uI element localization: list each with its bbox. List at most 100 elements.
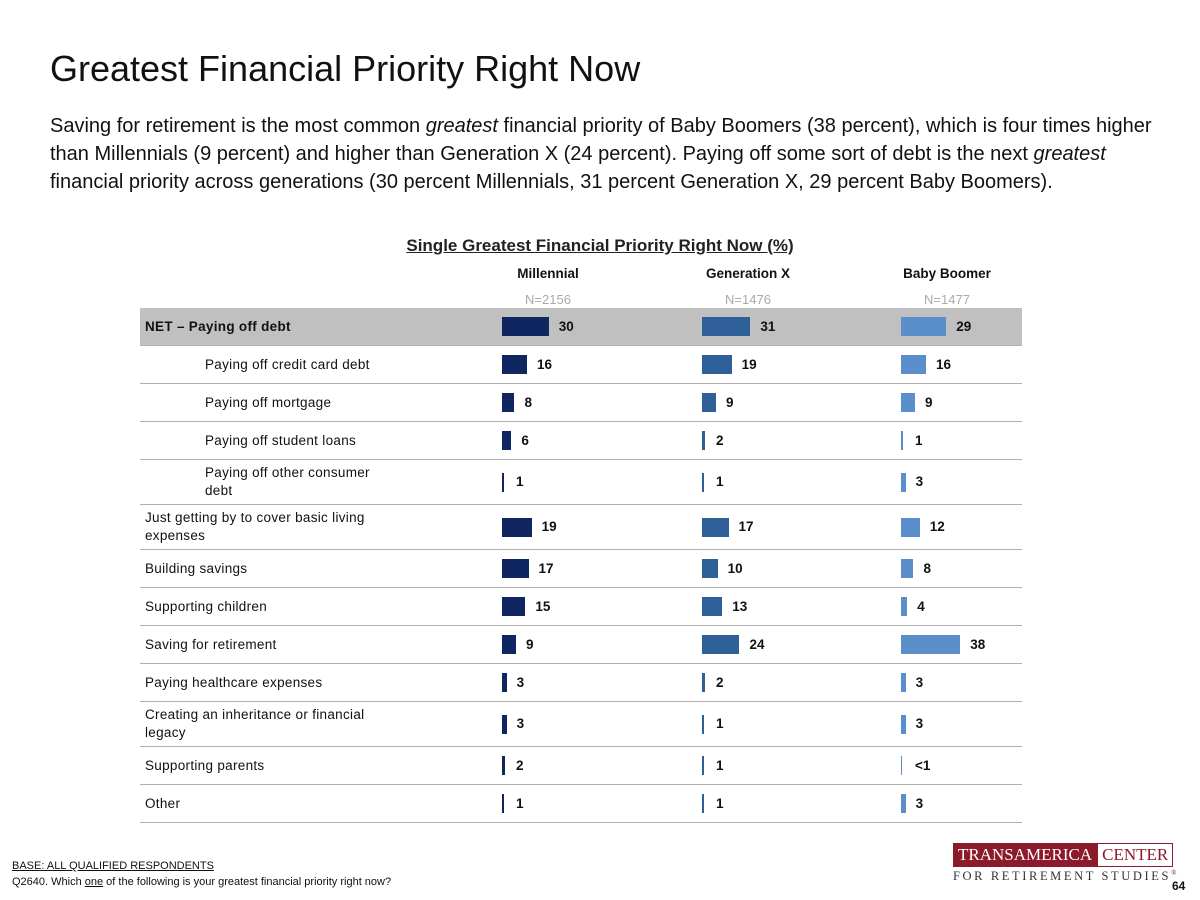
description: Saving for retirement is the most common…: [50, 112, 1160, 196]
question-segment: of the following is your greatest financ…: [103, 876, 392, 888]
row-label: Building savings: [145, 560, 248, 576]
column-sample: N=1477: [924, 292, 970, 307]
description-segment: greatest: [1033, 143, 1106, 165]
bar: [502, 597, 526, 616]
value-label: 3: [915, 474, 924, 489]
bar: [702, 559, 718, 578]
bar: [502, 393, 515, 412]
column-header: Millennial: [517, 266, 579, 281]
row-label: Just getting by to cover basic living ex…: [145, 510, 365, 543]
bar: [901, 317, 947, 336]
bar: [702, 597, 723, 616]
column-header: Generation X: [705, 266, 791, 281]
question-note: Q2640. Which one of the following is you…: [12, 876, 391, 888]
bar: [901, 393, 916, 412]
base-note: BASE: ALL QUALIFIED RESPONDENTS: [12, 860, 214, 872]
value-label: 8: [524, 394, 532, 410]
logo-mark: ®: [1171, 869, 1177, 877]
bar: [702, 393, 717, 412]
chart-title: Single Greatest Financial Priority Right…: [406, 236, 794, 255]
value-label: 19: [741, 356, 757, 372]
bar: [901, 597, 908, 616]
value-label: 29: [956, 318, 972, 334]
value-label: 1: [516, 474, 524, 489]
row-label: Paying off student loans: [205, 432, 357, 448]
bar: [901, 517, 920, 537]
bar: [502, 714, 507, 734]
value-label: 3: [516, 674, 525, 690]
row-label: Paying off credit card debt: [205, 356, 370, 372]
table-row: Paying off other consumer debt 1 1 3: [140, 460, 1022, 505]
row-label: Supporting children: [145, 598, 268, 614]
bar: [502, 517, 532, 537]
row-label: Supporting parents: [145, 757, 265, 773]
value-label: 19: [541, 519, 557, 534]
page-number: 64: [1172, 879, 1186, 893]
value-label: 1: [716, 795, 724, 811]
table-row: Building savings 17 10 8: [140, 550, 1022, 588]
table-row: Just getting by to cover basic living ex…: [140, 505, 1022, 550]
bar: [702, 714, 704, 734]
value-label: 13: [732, 598, 748, 614]
table-row: Paying off credit card debt 16 19 16: [140, 346, 1022, 384]
value-label: 8: [923, 560, 931, 576]
column-sample: N=1476: [725, 292, 771, 307]
bar: [502, 673, 507, 692]
table-row: Creating an inheritance or financial leg…: [140, 702, 1022, 747]
value-label: 17: [538, 560, 554, 576]
row-label: Paying off mortgage: [205, 394, 332, 410]
title: Greatest Financial Priority Right Now: [50, 48, 641, 89]
row-label: Creating an inheritance or financial leg…: [145, 707, 365, 740]
question-segment: one: [84, 876, 104, 888]
bar: [502, 756, 506, 775]
table-row: Paying off student loans 6 2 1: [140, 422, 1022, 460]
table-row: NET – Paying off debt 30 31 29: [140, 308, 1022, 346]
value-label: 16: [536, 356, 552, 372]
table-row: Supporting parents 2 1 <1: [140, 747, 1022, 785]
logo-tagline-text: FOR RETIREMENT STUDIES: [953, 869, 1172, 884]
bar: [502, 431, 512, 450]
bar: [901, 355, 926, 374]
column-header: Baby Boomer: [903, 266, 991, 281]
row-label: Saving for retirement: [145, 636, 277, 652]
value-label: 10: [727, 560, 743, 576]
table-row: Paying healthcare expenses 3 2 3: [140, 664, 1022, 702]
value-label: 24: [749, 636, 765, 652]
description-segment: Saving for retirement is the most common: [50, 115, 426, 137]
value-label: 30: [558, 318, 574, 334]
value-label: 31: [760, 318, 776, 334]
logo-center: CENTER: [1097, 843, 1174, 867]
logo-name: TRANSAMERICA: [953, 843, 1098, 867]
value-label: 1: [516, 795, 524, 811]
value-label: 3: [915, 674, 924, 690]
logo: TRANSAMERICA CENTER FOR RETIREMENT STUDIE…: [953, 843, 1176, 884]
description-segment: greatest: [425, 115, 498, 137]
row-label: Other: [145, 795, 181, 811]
row-label: NET – Paying off debt: [145, 318, 291, 334]
value-label: 6: [521, 432, 529, 448]
value-label: 3: [516, 716, 525, 731]
bar: [702, 794, 704, 813]
value-label: 1: [716, 474, 724, 489]
value-label: 12: [929, 519, 945, 534]
bar: [901, 431, 903, 450]
bar: [502, 559, 529, 578]
value-label: 17: [738, 519, 754, 534]
bar: [702, 517, 729, 537]
value-label: 9: [726, 394, 734, 410]
column-sample: N=2156: [525, 292, 571, 307]
bar: [901, 559, 914, 578]
value-label: 3: [915, 716, 924, 731]
value-label: 16: [935, 356, 951, 372]
value-label: 1: [716, 716, 724, 731]
bar: [901, 756, 902, 775]
value-label: 38: [970, 636, 986, 652]
bar: [901, 794, 906, 813]
table-row: Paying off mortgage 8 9 9: [140, 384, 1022, 422]
bar: [702, 317, 751, 336]
value-label: 2: [716, 432, 724, 448]
description-segment: financial priority across generations (3…: [50, 171, 1053, 193]
value-label: 9: [526, 636, 534, 652]
bar: [502, 317, 549, 336]
